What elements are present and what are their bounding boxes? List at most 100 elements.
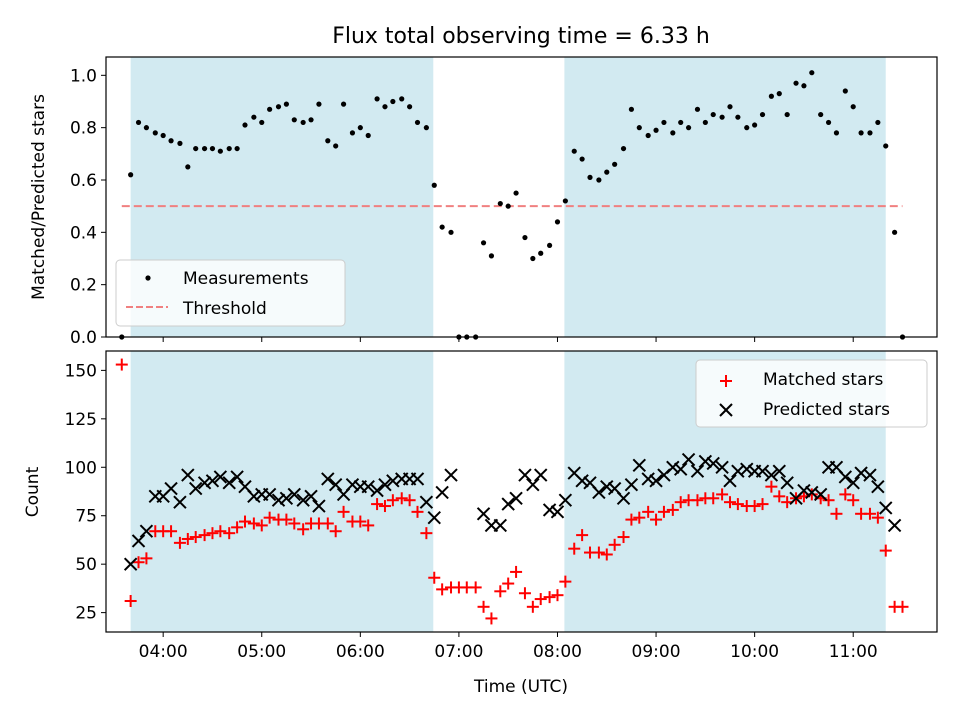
measurement-point: [497, 200, 503, 207]
bottom-legend: Matched stars Predicted stars: [695, 359, 928, 428]
predicted-star-point: [262, 487, 277, 502]
measurement-point: [160, 132, 166, 139]
matched-star-point: [255, 519, 268, 532]
predicted-star-point: [764, 468, 779, 482]
matched-star-point: [592, 546, 605, 559]
measurement-point: [530, 255, 536, 262]
measurement-point: [850, 104, 856, 110]
predicted-star-point: [304, 489, 318, 504]
predicted-star-point: [345, 478, 360, 492]
matched-star-point: [551, 589, 564, 602]
bottom-x-axis: 04:00 05:00 06:00 07:00 08:00 09:00 10:00 11:00: [139, 632, 878, 662]
predicted-star-point: [871, 479, 885, 494]
top-panel: 0.0 0.2 0.4 0.6 0.8 1.0 Matched/Predicted sta…: [29, 56, 938, 348]
measurement-point: [357, 125, 363, 131]
measurement-point: [752, 122, 758, 128]
legend-predicted-label: Predicted stars: [763, 400, 890, 420]
predicted-star-point: [476, 507, 491, 521]
predicted-star-point: [287, 487, 301, 502]
matched-star-point: [337, 505, 350, 518]
matched-star-point: [871, 511, 884, 524]
predicted-star-point: [698, 454, 713, 469]
measurement-point: [858, 130, 864, 136]
matched-star-point: [329, 525, 342, 538]
matched-star-point: [132, 556, 145, 569]
matched-star-point: [214, 525, 227, 538]
matched-star-point: [633, 511, 646, 524]
predicted-star-point: [690, 464, 705, 478]
predicted-star-point: [681, 452, 696, 467]
predicted-star-point: [526, 478, 540, 492]
predicted-star-point: [649, 474, 663, 488]
predicted-star-point: [838, 470, 853, 484]
predicted-star-point: [493, 518, 508, 533]
matched-star-point: [263, 511, 276, 524]
predicted-star-point: [813, 487, 828, 502]
measurement-point: [612, 161, 618, 167]
measurement-point: [340, 101, 347, 107]
predicted-star-point: [592, 485, 606, 500]
measurement-point: [291, 117, 297, 123]
measurement-point: [793, 80, 799, 86]
measurement-point: [505, 203, 511, 209]
measurement-point: [513, 190, 519, 196]
predicted-star-point: [205, 474, 220, 488]
measurement-point: [587, 174, 593, 180]
matched-star-point: [617, 531, 630, 544]
measurement-point: [604, 169, 610, 175]
x-tick-label: 04:00: [139, 642, 188, 662]
measurement-point: [407, 104, 413, 110]
matched-star-point: [165, 525, 178, 538]
matched-star-point: [756, 498, 769, 511]
matched-star-point: [181, 532, 194, 545]
x-tick-label: 08:00: [533, 642, 582, 662]
predicted-star-point: [222, 476, 236, 490]
x-tick-label: 06:00: [336, 642, 385, 662]
measurement-point: [209, 145, 216, 152]
predicted-star-point: [378, 478, 392, 492]
measurement-point: [177, 140, 183, 146]
predicted-star-point: [673, 462, 688, 476]
measurement-point: [308, 117, 314, 123]
measurement-point: [719, 114, 725, 120]
y-tick-label: 125: [65, 410, 97, 430]
predicted-star-point: [271, 493, 286, 507]
matched-star-point: [206, 527, 219, 540]
measurement-point: [759, 111, 766, 118]
bottom-panel: 25 50 75 100 125 150 04:00 05:00 06:00 07:00 08:0…: [23, 350, 938, 697]
predicted-star-point: [575, 474, 589, 488]
matched-star-point: [543, 591, 556, 604]
predicted-star-point: [509, 491, 523, 505]
measurement-point: [448, 229, 454, 235]
measurement-point: [382, 104, 388, 110]
measurement-point: [670, 130, 676, 136]
matched-star-point: [354, 515, 367, 528]
measurement-point: [620, 145, 627, 152]
predicted-star-point: [296, 493, 310, 507]
matched-star-point: [830, 507, 843, 520]
predicted-star-point: [321, 472, 335, 486]
matched-star-point: [403, 494, 416, 507]
matched-star-point: [650, 513, 663, 526]
measurement-point: [538, 250, 544, 256]
matched-star-point: [371, 498, 384, 511]
measurement-point: [185, 164, 191, 170]
matched-star-point: [321, 517, 334, 530]
measurement-point: [636, 125, 642, 131]
matched-star-point: [223, 527, 236, 540]
matched-star-point: [477, 600, 490, 613]
measurement-point: [226, 145, 232, 152]
predicted-star-point: [197, 476, 212, 490]
shaded-interval: [130, 351, 434, 632]
measurement-point: [349, 130, 356, 136]
measurement-point: [744, 125, 750, 131]
matched-star-point: [502, 577, 515, 590]
measurement-point: [275, 104, 282, 110]
measurement-point: [661, 119, 667, 126]
measurement-point: [300, 119, 306, 126]
measurement-point: [776, 91, 782, 97]
matched-star-point: [231, 521, 244, 534]
matched-star-point: [378, 500, 391, 513]
measurement-point: [374, 96, 380, 102]
